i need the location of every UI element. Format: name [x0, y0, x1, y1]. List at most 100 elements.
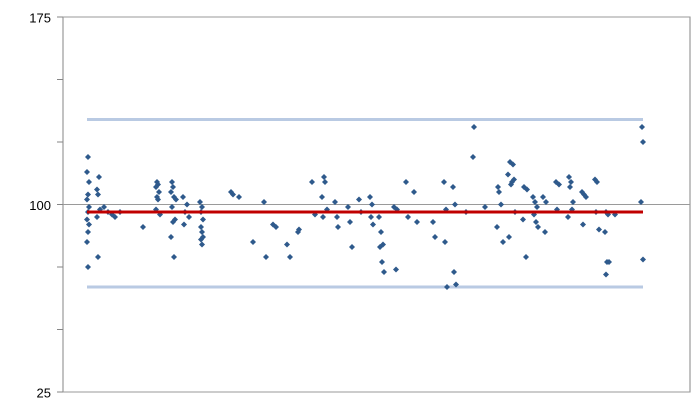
data-point	[200, 216, 206, 223]
data-point	[168, 189, 174, 195]
data-point	[261, 199, 267, 205]
data-point	[84, 239, 90, 245]
data-point	[156, 189, 162, 195]
data-point	[320, 214, 326, 220]
data-point	[94, 214, 100, 220]
data-point	[540, 194, 546, 200]
data-point	[638, 199, 644, 205]
data-point	[498, 201, 504, 208]
data-point	[356, 196, 362, 203]
data-point	[309, 179, 315, 185]
data-point	[84, 169, 90, 175]
data-point	[85, 264, 91, 270]
data-point	[500, 239, 506, 245]
data-point	[368, 214, 374, 220]
data-point	[273, 224, 279, 230]
data-point	[594, 179, 600, 185]
data-point	[523, 254, 529, 260]
data-point	[335, 224, 341, 230]
data-point	[510, 161, 516, 168]
data-point	[496, 189, 502, 195]
data-point	[505, 171, 511, 178]
data-point	[169, 204, 175, 210]
data-point	[442, 239, 448, 245]
data-point	[606, 259, 612, 265]
data-point	[96, 174, 102, 180]
data-point	[84, 196, 90, 203]
data-point	[349, 244, 355, 250]
data-point	[370, 221, 376, 228]
data-point	[369, 201, 375, 208]
y-tick-label: 100	[29, 198, 51, 213]
data-point	[321, 174, 327, 180]
data-point	[534, 204, 540, 210]
data-point	[153, 184, 159, 190]
data-point	[84, 216, 90, 223]
data-point	[180, 194, 186, 200]
data-point	[169, 179, 175, 185]
data-point	[403, 179, 409, 185]
data-point	[86, 204, 92, 210]
data-point	[198, 236, 204, 243]
data-point	[450, 184, 456, 190]
data-point	[640, 139, 646, 145]
data-point	[236, 194, 242, 200]
data-point	[319, 194, 325, 200]
data-point	[295, 229, 301, 235]
data-point	[495, 184, 501, 190]
data-point	[347, 219, 353, 225]
data-point	[542, 229, 548, 235]
data-point	[405, 214, 411, 220]
data-point	[583, 194, 589, 200]
data-point	[567, 184, 573, 190]
data-point	[250, 239, 256, 245]
data-point	[263, 254, 269, 260]
data-point	[197, 199, 203, 205]
data-point	[430, 219, 436, 225]
data-point	[379, 259, 385, 265]
data-point	[640, 256, 646, 263]
data-point	[508, 181, 514, 188]
data-point	[112, 214, 118, 220]
data-point	[199, 204, 205, 210]
data-point	[506, 234, 512, 240]
data-point	[378, 229, 384, 235]
data-point	[287, 254, 293, 260]
data-point	[530, 194, 536, 200]
data-point	[524, 186, 530, 193]
data-point	[198, 224, 204, 230]
data-point	[381, 269, 387, 275]
data-point	[411, 189, 417, 195]
data-point	[181, 221, 187, 228]
data-point	[101, 204, 107, 210]
data-point	[602, 229, 608, 235]
data-point	[230, 191, 236, 198]
data-point	[345, 204, 351, 210]
data-point	[168, 234, 174, 240]
data-point	[414, 219, 420, 225]
data-point	[494, 224, 500, 230]
data-point	[543, 199, 549, 205]
data-point	[580, 221, 586, 228]
data-point	[367, 194, 373, 200]
data-point	[471, 124, 477, 130]
data-point	[603, 271, 609, 278]
data-point	[199, 241, 205, 248]
data-point	[376, 214, 382, 220]
data-point	[570, 199, 576, 205]
data-point	[184, 201, 190, 208]
data-point	[86, 221, 92, 228]
data-point	[170, 184, 176, 190]
data-point	[86, 179, 92, 185]
data-point	[95, 191, 101, 198]
data-point	[155, 196, 161, 203]
data-point	[453, 281, 459, 288]
data-point	[173, 196, 179, 203]
data-point	[199, 229, 205, 235]
data-point	[322, 179, 328, 185]
data-point	[566, 174, 572, 180]
y-tick-label: 175	[29, 10, 51, 25]
data-point	[94, 186, 100, 193]
data-point	[171, 254, 177, 260]
